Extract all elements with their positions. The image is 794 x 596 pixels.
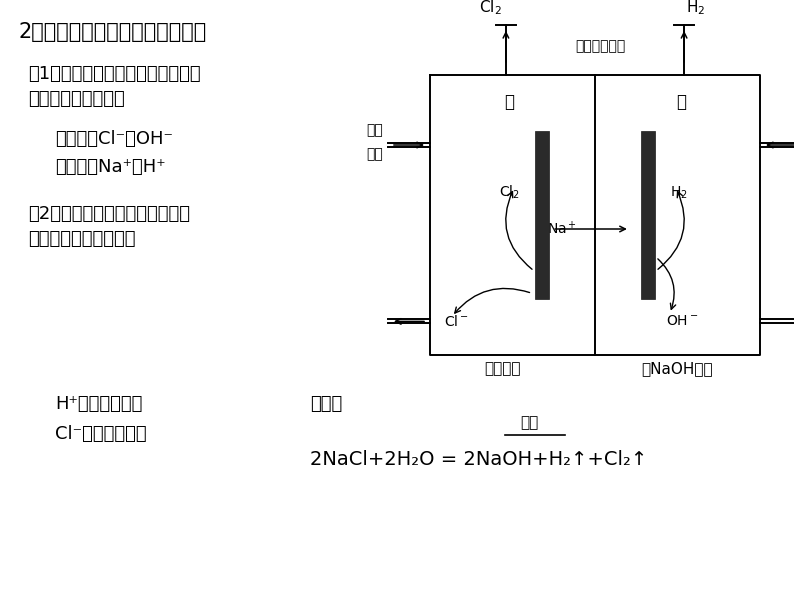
Text: 2、电解饱和食盐水（氯碱工业）: 2、电解饱和食盐水（氯碱工业） [18, 22, 206, 42]
Bar [535, 131, 549, 299]
Text: 浓食盐水: 浓食盐水 [484, 361, 521, 376]
Text: Cl⁻在阳极失电子: Cl⁻在阳极失电子 [55, 425, 147, 443]
Text: （2）哪个离子在阴极得电子？哪: （2）哪个离子在阴极得电子？哪 [28, 205, 190, 223]
Text: 原理：: 原理： [310, 395, 342, 413]
Text: 稀食: 稀食 [366, 123, 383, 137]
Text: Cl$_2$: Cl$_2$ [499, 184, 520, 201]
Text: 阳离子：Na⁺、H⁺: 阳离子：Na⁺、H⁺ [55, 158, 166, 176]
Text: 盐水: 盐水 [366, 147, 383, 161]
Text: 个离子在阳极失电子？: 个离子在阳极失电子？ [28, 230, 136, 248]
Text: H⁺在阴极得电子: H⁺在阴极得电子 [55, 395, 142, 413]
Text: 阴: 阴 [676, 93, 686, 111]
Text: Cl$^-$: Cl$^-$ [444, 314, 468, 329]
Text: 微粒？分别是哪些？: 微粒？分别是哪些？ [28, 90, 125, 108]
Text: 阴离子：Cl⁻、OH⁻: 阴离子：Cl⁻、OH⁻ [55, 130, 173, 148]
Text: H$_2$: H$_2$ [686, 0, 705, 17]
Text: 通电: 通电 [520, 415, 538, 430]
Bar [641, 131, 655, 299]
Text: H$_2$: H$_2$ [670, 184, 688, 201]
Text: （1）在氯化钓的水溶液中存在几种: （1）在氯化钓的水溶液中存在几种 [28, 65, 201, 83]
Text: Cl$_2$: Cl$_2$ [480, 0, 502, 17]
Text: Na$^+$: Na$^+$ [547, 221, 577, 238]
Text: OH$^-$: OH$^-$ [666, 315, 698, 328]
Text: 阳离子交换膜: 阳离子交换膜 [575, 39, 625, 53]
Text: 濎NaOH溶液: 濎NaOH溶液 [642, 361, 713, 376]
Text: 2NaCl+2H₂O = 2NaOH+H₂↑+Cl₂↑: 2NaCl+2H₂O = 2NaOH+H₂↑+Cl₂↑ [310, 450, 647, 469]
Text: 阳: 阳 [504, 93, 515, 111]
